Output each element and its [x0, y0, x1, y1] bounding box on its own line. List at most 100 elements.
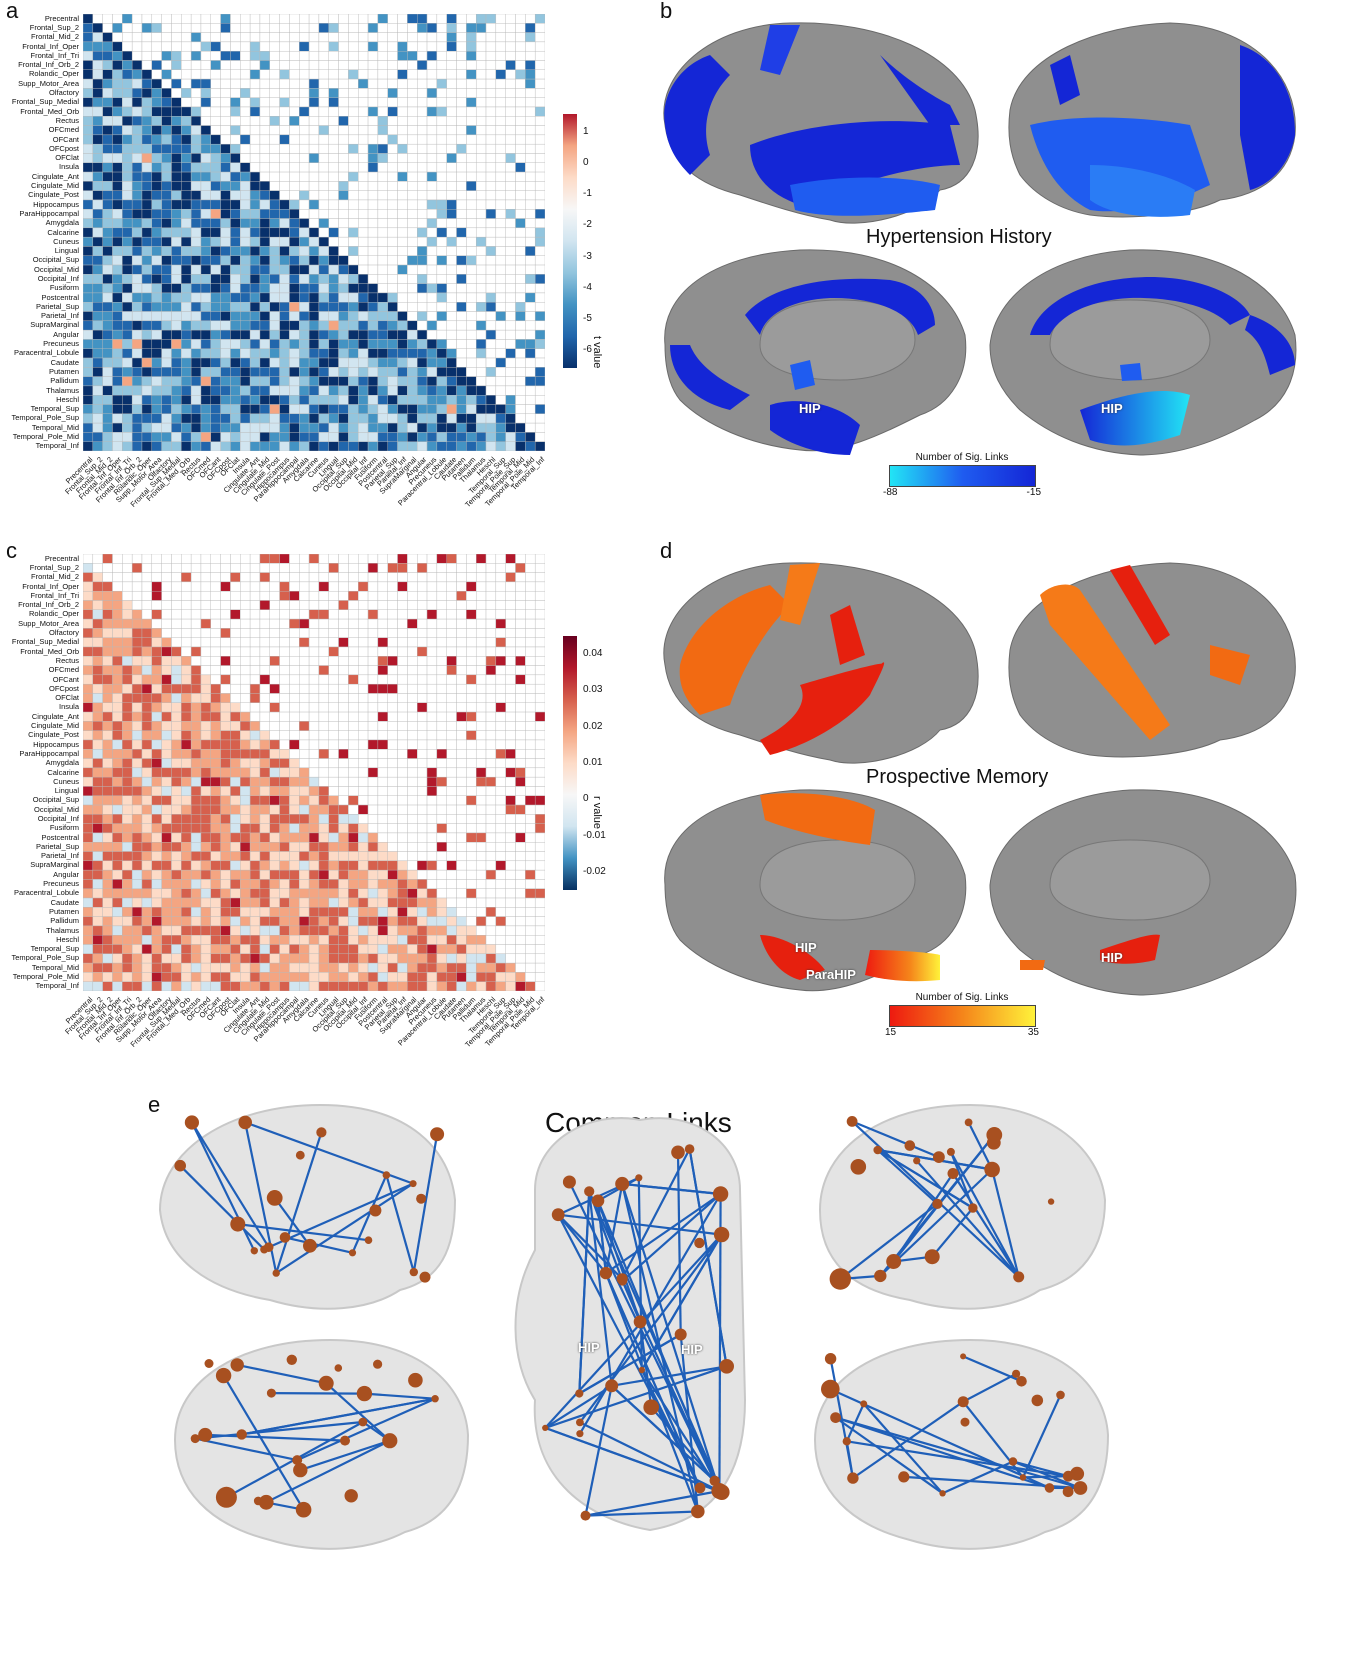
matrix-cell	[83, 116, 94, 126]
network-node	[334, 1364, 343, 1372]
matrix-cell	[397, 190, 408, 201]
matrix-cell	[485, 618, 497, 629]
matrix-cell	[210, 60, 221, 70]
matrix-cell	[92, 702, 103, 713]
matrix-cell	[259, 367, 270, 377]
matrix-cell	[112, 758, 123, 769]
matrix-cell	[397, 143, 408, 154]
matrix-cell	[269, 953, 280, 964]
matrix-cell	[426, 767, 438, 778]
matrix-cell	[475, 888, 487, 899]
matrix-cell	[289, 181, 300, 191]
matrix-cell	[279, 395, 290, 405]
matrix-cell	[387, 395, 398, 405]
matrix-cell	[308, 404, 320, 415]
network-node	[957, 1396, 969, 1408]
network-edge	[621, 1183, 721, 1492]
matrix-cell	[200, 711, 211, 722]
network-node	[318, 1375, 334, 1391]
matrix-cell	[102, 413, 113, 424]
matrix-cell	[161, 721, 172, 731]
matrix-cell	[269, 432, 280, 442]
matrix-cell	[240, 125, 251, 136]
matrix-cell	[495, 125, 506, 136]
matrix-cell	[377, 804, 388, 815]
matrix-cell	[112, 637, 123, 648]
matrix-cell	[122, 897, 133, 908]
matrix-cell	[358, 404, 369, 415]
matrix-cell	[289, 106, 300, 117]
matrix-cell	[417, 646, 428, 657]
matrix-cell	[151, 162, 162, 173]
matrix-cell	[102, 879, 113, 889]
matrix-cell	[495, 376, 506, 387]
matrix-cell	[436, 646, 447, 657]
matrix-cell	[181, 749, 192, 759]
matrix-cell	[417, 181, 428, 191]
matrix-cell	[92, 823, 103, 834]
matrix-cell	[338, 925, 349, 936]
matrix-cell	[299, 665, 310, 676]
matrix-cell	[259, 711, 270, 722]
matrix-cell	[230, 776, 241, 787]
matrix-cell	[495, 106, 506, 117]
matrix-cell	[259, 60, 270, 70]
matrix-cell	[426, 683, 438, 694]
matrix-cell	[417, 432, 428, 442]
network-edge	[351, 1174, 388, 1254]
matrix-cell	[348, 711, 359, 722]
matrix-cell	[112, 41, 123, 52]
matrix-cell	[151, 236, 162, 247]
matrix-cell	[495, 776, 506, 787]
matrix-cell	[249, 422, 261, 433]
matrix-cell	[299, 134, 310, 145]
matrix-cell	[466, 162, 477, 173]
matrix-cell	[220, 823, 231, 834]
matrix-cell	[83, 404, 94, 415]
matrix-cell	[397, 879, 408, 889]
matrix-cell	[83, 776, 94, 787]
matrix-cell	[446, 116, 457, 126]
network-edge	[268, 1182, 414, 1249]
matrix-cell	[515, 162, 526, 173]
matrix-cell	[131, 246, 143, 256]
matrix-cell	[131, 125, 143, 136]
matrix-cell	[505, 860, 516, 871]
matrix-cell	[181, 618, 192, 629]
matrix-cell	[279, 600, 290, 610]
matrix-cell	[161, 190, 172, 201]
matrix-cell	[397, 292, 408, 303]
matrix-cell	[131, 413, 143, 424]
matrix-cell	[289, 153, 300, 163]
matrix-cell	[171, 302, 182, 312]
matrix-cell	[308, 888, 320, 899]
matrix-cell	[259, 916, 270, 927]
matrix-cell	[466, 814, 477, 824]
matrix-cell	[83, 302, 94, 312]
matrix-cell	[397, 721, 408, 731]
matrix-cell	[407, 953, 418, 964]
matrix-cell	[308, 88, 320, 98]
matrix-cell	[426, 311, 438, 322]
matrix-cell	[387, 50, 398, 61]
matrix-cell	[210, 749, 221, 759]
matrix-cell	[289, 702, 300, 713]
matrix-cell	[279, 767, 290, 778]
matrix-cell	[131, 888, 143, 899]
matrix-cell	[367, 758, 379, 769]
matrix-cell	[210, 590, 221, 601]
matrix-cell	[308, 776, 320, 787]
matrix-cell	[328, 851, 339, 862]
matrix-cell	[446, 329, 457, 340]
matrix-cell	[505, 749, 516, 759]
matrix-cell	[318, 227, 329, 238]
matrix-cell	[436, 116, 447, 126]
matrix-cell	[279, 721, 290, 731]
matrix-cell	[475, 153, 487, 163]
network-node	[714, 1484, 730, 1500]
matrix-cell	[299, 944, 310, 955]
matrix-cell	[446, 944, 457, 955]
matrix-cell	[367, 739, 379, 750]
matrix-cell	[269, 646, 280, 657]
matrix-cell	[495, 832, 506, 843]
